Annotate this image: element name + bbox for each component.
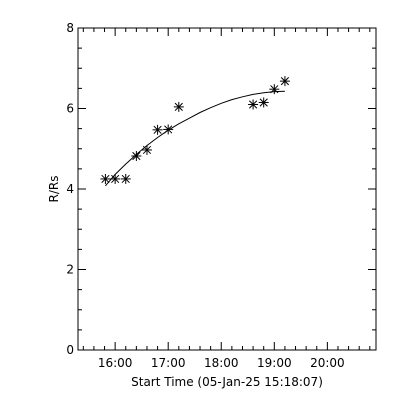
- data-point: [131, 150, 142, 161]
- data-point: [258, 97, 269, 108]
- data-point: [173, 101, 184, 112]
- data-point: [163, 124, 174, 135]
- y-axis-title: R/Rs: [47, 176, 61, 203]
- data-markers: [100, 76, 290, 184]
- x-tick-label: 20:00: [310, 356, 345, 370]
- data-point: [279, 76, 290, 87]
- data-point: [269, 84, 280, 95]
- plot-frame: [77, 27, 377, 351]
- x-tick-label: 19:00: [257, 356, 292, 370]
- y-tick-label: 8: [66, 21, 74, 35]
- y-tick-label: 0: [66, 343, 74, 357]
- data-point: [100, 173, 111, 184]
- data-point: [120, 173, 131, 184]
- y-tick-label: 2: [66, 263, 74, 277]
- x-tick-label: 18:00: [204, 356, 239, 370]
- data-point: [248, 99, 259, 110]
- y-tick-label: 6: [66, 102, 74, 116]
- tick-labels: 16:00 17:00 18:00 19:00 20:00 0 2 4 6 8: [66, 21, 344, 370]
- x-axis-title: Start Time (05-Jan-25 15:18:07): [131, 375, 323, 389]
- data-point: [152, 124, 163, 135]
- x-tick-label: 16:00: [98, 356, 133, 370]
- data-point: [141, 144, 152, 155]
- y-tick-label: 4: [66, 182, 74, 196]
- fit-curve: [105, 90, 285, 187]
- x-tick-label: 17:00: [151, 356, 186, 370]
- data-point: [110, 173, 121, 184]
- axis-ticks: [78, 27, 376, 351]
